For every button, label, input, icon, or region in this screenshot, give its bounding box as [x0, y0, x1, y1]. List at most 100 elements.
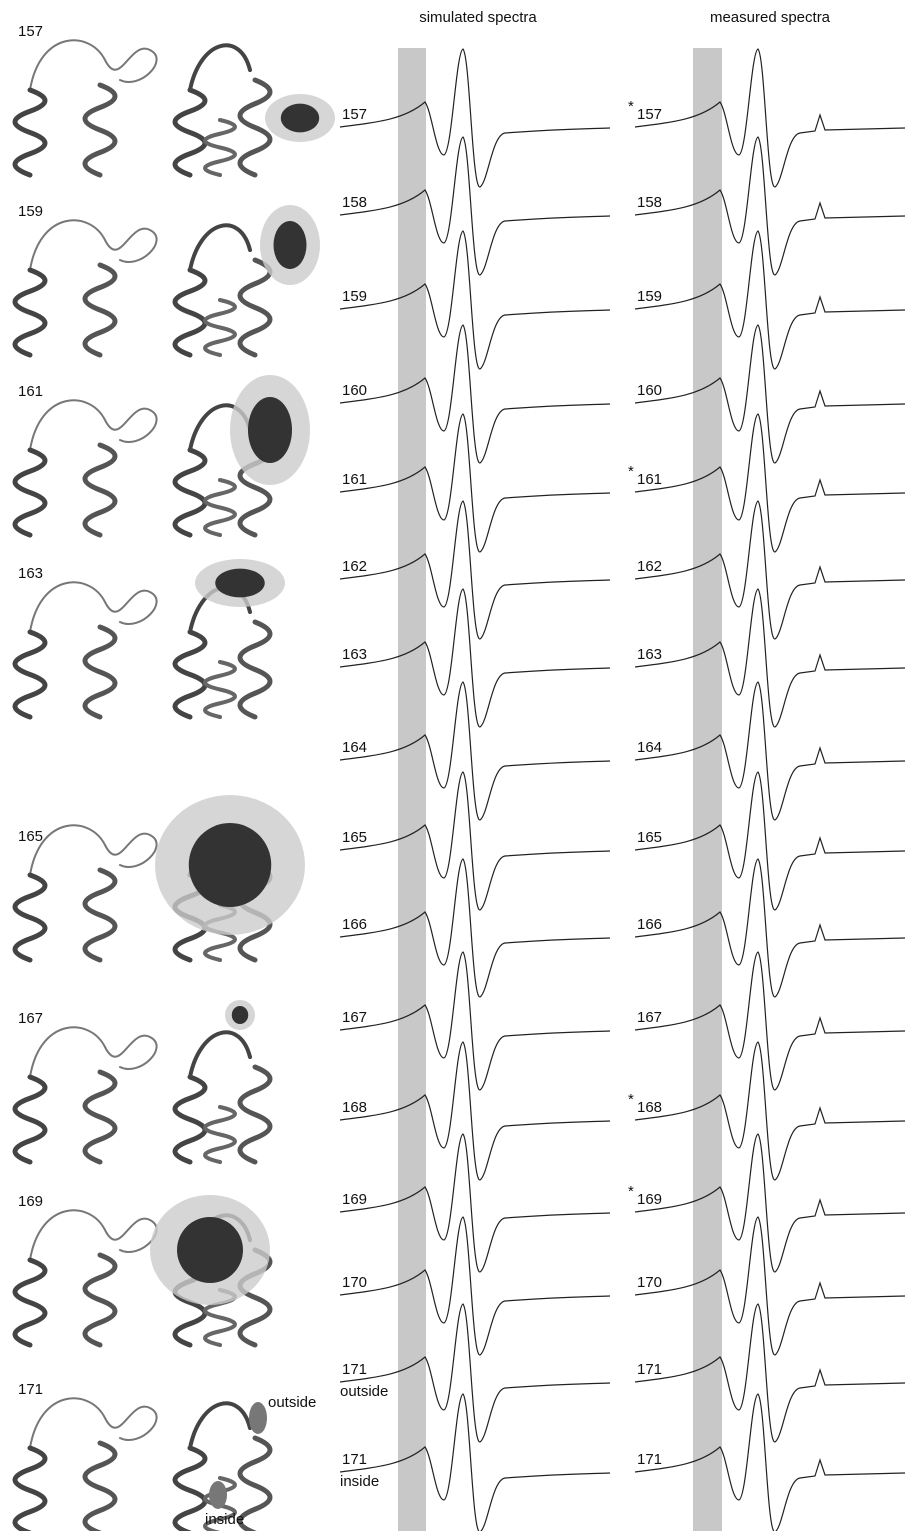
density-core	[209, 1481, 227, 1509]
panel-label: 163	[18, 565, 43, 582]
trace-label: 168	[637, 1099, 662, 1116]
column-title: simulated spectra	[419, 9, 537, 26]
significance-marker: *	[628, 463, 634, 480]
panel-label: 171	[18, 1381, 43, 1398]
panel-label: 159	[18, 203, 43, 220]
panel-label: 169	[18, 1193, 43, 1210]
helix	[175, 1077, 205, 1162]
trace-label: 169	[637, 1191, 662, 1208]
density-core	[177, 1217, 243, 1283]
spectrum	[635, 1134, 905, 1272]
helix	[15, 1260, 45, 1345]
spectrum	[340, 1134, 610, 1272]
helix	[15, 1077, 45, 1162]
helix	[190, 225, 250, 270]
trace-label: 157	[637, 106, 662, 123]
helix	[30, 825, 157, 875]
helix	[30, 400, 157, 450]
spectrum	[635, 49, 905, 187]
spectrum	[340, 772, 610, 910]
annotation: outside	[268, 1394, 316, 1411]
highlight-band	[693, 48, 722, 1531]
figure: simulated spectra measured spectra 157 15…	[0, 0, 915, 1531]
helix	[190, 1403, 250, 1448]
density-core	[249, 1402, 267, 1434]
helix	[205, 662, 235, 717]
spectrum	[635, 1042, 905, 1180]
helix	[175, 270, 205, 355]
helix	[85, 85, 115, 175]
highlight-band	[398, 48, 426, 1531]
trace-label: 166	[342, 916, 367, 933]
spectrum	[635, 414, 905, 552]
helix	[30, 220, 157, 270]
column-title: measured spectra	[710, 9, 831, 26]
helix	[30, 1210, 157, 1260]
helix	[15, 450, 45, 535]
trace-note: inside	[340, 1473, 379, 1490]
trace-label: 160	[637, 382, 662, 399]
trace-label: 163	[637, 646, 662, 663]
trace-label: 170	[637, 1274, 662, 1291]
helix	[205, 1107, 235, 1162]
spectrum	[635, 1304, 905, 1442]
helix	[240, 1067, 270, 1162]
helix	[190, 1032, 250, 1077]
density-core	[232, 1006, 249, 1024]
helix	[85, 1255, 115, 1345]
spectrum	[635, 501, 905, 639]
helix	[85, 1443, 115, 1531]
helix	[15, 1448, 45, 1531]
helix	[240, 622, 270, 717]
helix	[85, 627, 115, 717]
trace-label: 166	[637, 916, 662, 933]
helix	[15, 632, 45, 717]
helix	[240, 1438, 270, 1531]
density-core	[215, 569, 265, 598]
trace-label: 157	[342, 106, 367, 123]
trace-label: 167	[342, 1009, 367, 1026]
helix	[85, 870, 115, 960]
helix	[85, 1072, 115, 1162]
density-core	[281, 104, 320, 133]
helix	[30, 1398, 157, 1448]
trace-label: 171	[637, 1361, 662, 1378]
helix	[30, 1027, 157, 1077]
spectrum	[340, 1217, 610, 1355]
significance-marker: *	[628, 1091, 634, 1108]
spectrum	[635, 772, 905, 910]
helix	[85, 445, 115, 535]
helix	[175, 632, 205, 717]
panel-label: 165	[18, 828, 43, 845]
trace-label: 161	[342, 471, 367, 488]
panel-label: 167	[18, 1010, 43, 1027]
helix	[175, 450, 205, 535]
spectrum	[635, 137, 905, 275]
trace-label: 162	[342, 558, 367, 575]
trace-label: 164	[342, 739, 367, 756]
helix	[15, 90, 45, 175]
trace-label: 169	[342, 1191, 367, 1208]
trace-label: 165	[637, 829, 662, 846]
trace-label: 158	[637, 194, 662, 211]
significance-marker: *	[628, 98, 634, 115]
density-core	[189, 823, 272, 907]
trace-label: 171	[637, 1451, 662, 1468]
spectrum	[340, 1394, 610, 1531]
spectrum	[340, 137, 610, 275]
significance-marker: *	[628, 1183, 634, 1200]
trace-note: outside	[340, 1383, 388, 1400]
helix	[240, 80, 270, 175]
trace-label: 171	[342, 1451, 367, 1468]
annotation: inside	[205, 1511, 244, 1528]
spectrum	[340, 1042, 610, 1180]
density-core	[248, 397, 292, 463]
trace-label: 167	[637, 1009, 662, 1026]
spectrum	[340, 589, 610, 727]
helix	[30, 582, 157, 632]
helix	[15, 875, 45, 960]
trace-label: 159	[637, 288, 662, 305]
helix	[85, 265, 115, 355]
helix	[15, 270, 45, 355]
helix	[175, 1448, 205, 1531]
